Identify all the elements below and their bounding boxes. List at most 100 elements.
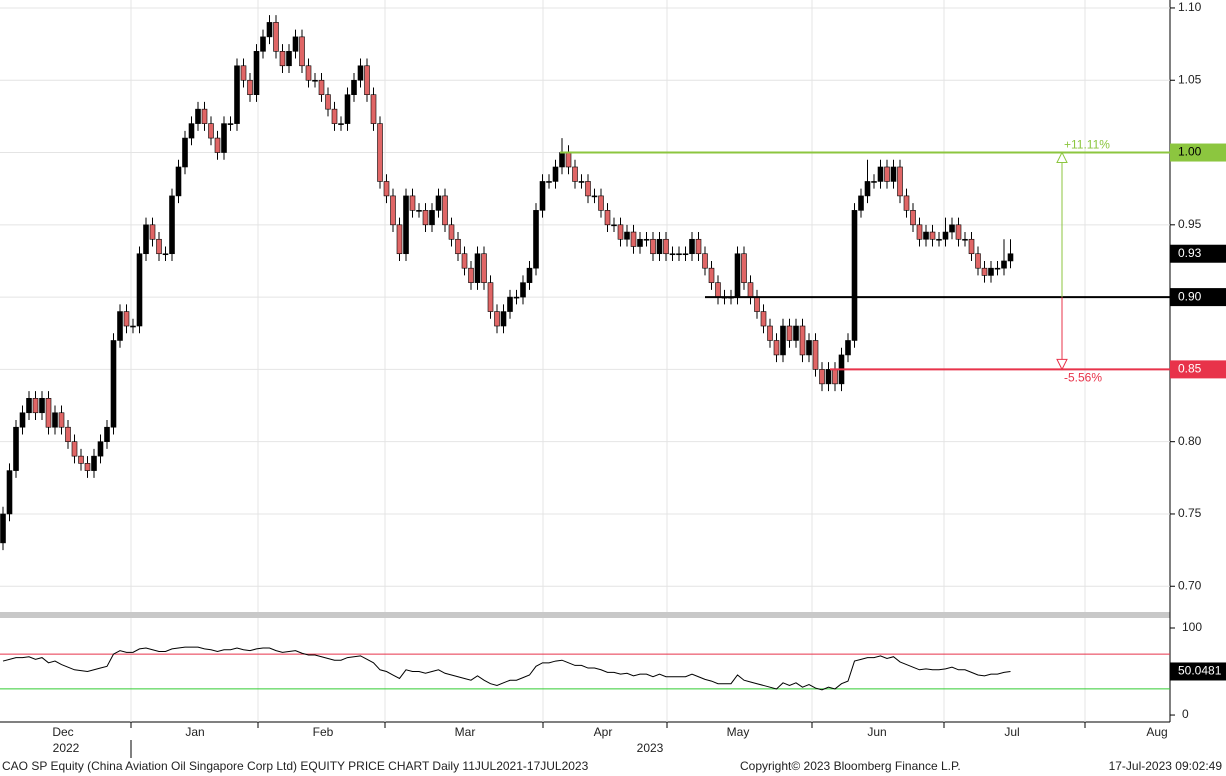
candle-body [845, 340, 851, 356]
x-month-label: Jun [867, 725, 886, 739]
candle-body [19, 412, 26, 428]
candle-body [331, 108, 338, 124]
x-month-label: Feb [313, 725, 334, 739]
candle-body [812, 340, 819, 370]
candle-body [624, 231, 630, 240]
candle-body [1007, 253, 1014, 262]
candle-body [949, 224, 955, 233]
candle-body [396, 224, 403, 255]
y-tick-label: 0.70 [1178, 578, 1202, 592]
annotation: +11.11% [1064, 138, 1110, 152]
candle-body [429, 210, 435, 226]
candle-body [383, 181, 390, 197]
candle-body [78, 455, 84, 464]
last-price-label: 0.93 [1178, 246, 1202, 260]
candle-body [461, 253, 468, 269]
candle-body [422, 210, 429, 226]
candle-body [357, 65, 364, 81]
candle-body [936, 238, 942, 241]
candle-body [110, 340, 117, 428]
candle-body [884, 166, 890, 182]
candle-body [617, 224, 624, 240]
x-month-label: Jul [1004, 725, 1019, 739]
candle-body [676, 253, 682, 256]
candle-body [923, 231, 929, 240]
candle-body [975, 253, 981, 269]
candle-body [513, 296, 520, 299]
candle-body [52, 412, 58, 428]
candle-body [390, 195, 396, 226]
x-year-label: 2023 [637, 741, 664, 755]
candle-body [526, 267, 533, 283]
candle-body [123, 311, 130, 327]
panel-separator [0, 612, 1170, 618]
level-box [1170, 288, 1226, 307]
candle-body [299, 36, 305, 67]
candle-body [929, 231, 936, 240]
candle-body [786, 325, 793, 341]
candle-body [500, 311, 507, 327]
candle-body [481, 253, 487, 283]
candle-body [468, 267, 474, 283]
candle-body [474, 253, 481, 283]
candle-body [292, 36, 299, 52]
footer-left: CAO SP Equity (China Aviation Oil Singap… [2, 759, 589, 773]
candle-body [240, 65, 247, 81]
y-tick-label: 1.10 [1178, 0, 1202, 14]
candle-body [188, 123, 195, 139]
candle-body [143, 224, 149, 255]
candle-body [344, 94, 351, 124]
rsi-tick-label: 0 [1182, 707, 1189, 721]
arrow-head [1056, 151, 1068, 164]
candle-body [201, 108, 208, 124]
candle-body [955, 224, 962, 240]
candle-body [6, 470, 13, 515]
candle-body [65, 426, 71, 442]
x-month-label: Aug [1146, 725, 1167, 739]
candle-body [767, 325, 773, 341]
candle-body [260, 36, 266, 52]
candle-body [162, 253, 169, 256]
candle-body [559, 152, 565, 168]
candle-body [58, 412, 65, 428]
level-box [1170, 360, 1226, 379]
candle-body [968, 238, 975, 255]
candle-body [916, 224, 923, 240]
candle-body [403, 195, 409, 255]
candle-body [312, 79, 318, 82]
candle-body [539, 181, 546, 211]
candle-body [13, 426, 19, 471]
level-label: 1.00 [1178, 145, 1202, 159]
candle-body [377, 123, 383, 182]
candle-body [338, 123, 344, 125]
level-label: 0.90 [1178, 289, 1202, 303]
candle-body [351, 79, 357, 95]
candle-body [409, 195, 416, 211]
candle-body [832, 369, 838, 385]
candle-body [903, 195, 910, 211]
candle-body [669, 253, 676, 256]
candle-body [578, 181, 585, 183]
candle-body [136, 253, 143, 327]
candle-body [448, 224, 455, 240]
candle-body [455, 238, 461, 255]
candle-body [435, 195, 442, 211]
candle-body [864, 181, 871, 197]
candle-body [221, 123, 227, 153]
candle-body [981, 267, 988, 276]
candle-body [234, 65, 240, 124]
candle-body [195, 108, 201, 124]
candle-body [734, 253, 741, 298]
candle-body [799, 325, 806, 356]
footer-right: 17-Jul-2023 09:02:49 [1109, 759, 1223, 773]
last-price-box [1170, 244, 1226, 263]
candle-body [364, 65, 370, 95]
candle-body [91, 455, 97, 471]
candle-body [630, 231, 637, 247]
candle-body [305, 65, 312, 81]
candle-body [26, 398, 32, 414]
x-year-label: 2022 [53, 741, 80, 755]
candle-body [227, 123, 234, 125]
candle-body [890, 166, 897, 182]
